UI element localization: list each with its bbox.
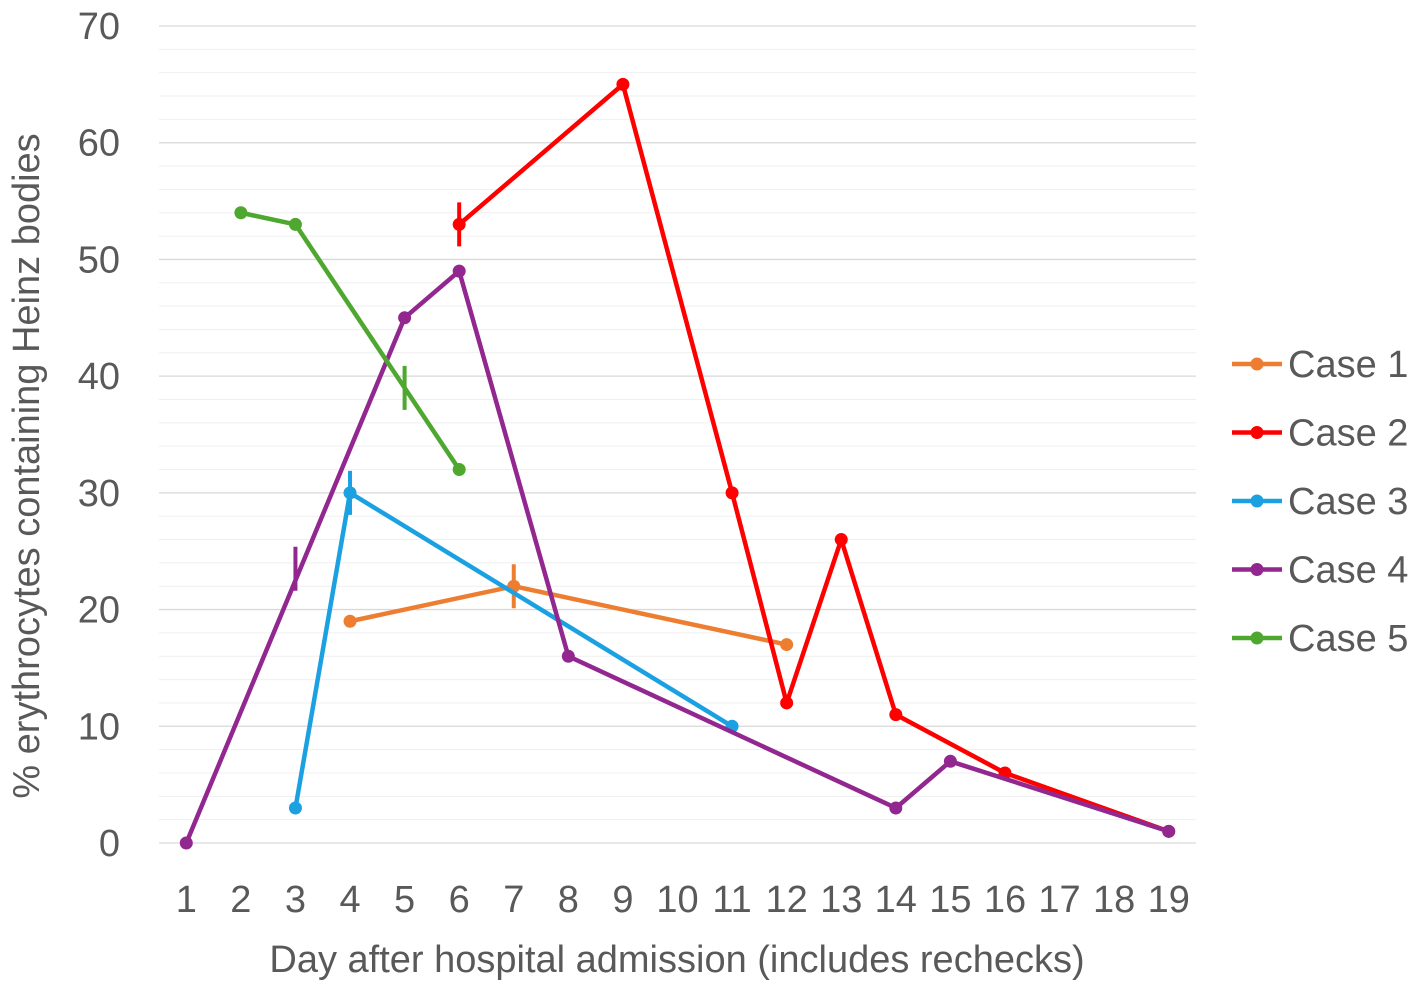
x-axis-tick-labels: 1 2 3 4 5 6 7 8 9 10 11 12 13 14 15 16 17 18 19 [176, 879, 1190, 921]
legend-entry: Case 2 [1232, 413, 1408, 455]
x-tick-label: 15 [929, 879, 971, 921]
series-1 [343, 564, 794, 652]
series-layer [179, 77, 1176, 850]
series-2 [452, 77, 1176, 838]
x-tick-label: 3 [285, 879, 306, 921]
x-tick-label: 1 [176, 879, 197, 921]
series-3 [288, 470, 739, 815]
x-tick-label: 7 [503, 879, 524, 921]
data-point [943, 754, 957, 768]
data-point [889, 708, 903, 722]
y-axis-title: % erythrocytes containing Heinz bodies [6, 133, 48, 798]
x-tick-label: 11 [712, 879, 751, 921]
series-4 [179, 264, 1176, 850]
y-tick-label: 40 [78, 356, 120, 398]
data-point [234, 206, 248, 220]
data-point [834, 533, 848, 547]
y-tick-label: 10 [78, 706, 120, 748]
major-gridlines [159, 25, 1196, 844]
y-tick-label: 60 [78, 123, 120, 165]
x-tick-label: 8 [558, 879, 579, 921]
y-tick-label: 50 [78, 239, 120, 281]
x-tick-label: 19 [1148, 879, 1190, 921]
series-line [456, 82, 1171, 834]
x-tick-label: 16 [984, 879, 1026, 921]
data-point [452, 264, 466, 278]
x-tick-label: 9 [612, 879, 633, 921]
series-line [238, 210, 462, 472]
legend-swatch-marker [1250, 631, 1264, 645]
series-line [347, 583, 789, 647]
x-tick-label: 6 [449, 879, 470, 921]
data-point [561, 649, 575, 663]
data-point [288, 217, 302, 231]
legend-entry: Case 4 [1232, 550, 1408, 592]
legend-swatch-marker [1250, 426, 1264, 439]
legend-entry: Case 1 [1232, 344, 1408, 386]
legend-swatch-marker [1250, 494, 1264, 508]
y-tick-label: 0 [99, 823, 120, 865]
x-tick-label: 14 [875, 879, 917, 921]
legend-label: Case 4 [1288, 550, 1408, 592]
x-tick-label: 10 [656, 879, 698, 921]
y-tick-label: 20 [78, 590, 120, 632]
x-tick-label: 4 [339, 879, 360, 921]
legend-label: Case 3 [1288, 481, 1408, 523]
data-point [780, 638, 794, 652]
y-tick-label: 70 [78, 6, 120, 48]
x-tick-label: 5 [394, 879, 415, 921]
data-point [452, 463, 466, 477]
series-5 [234, 206, 466, 477]
legend-label: Case 5 [1288, 618, 1408, 660]
series-line [293, 490, 735, 811]
minor-gridlines [159, 48, 1196, 821]
legend-swatch-marker [1250, 563, 1264, 576]
y-tick-label: 30 [78, 473, 120, 515]
data-point [343, 614, 357, 628]
x-tick-label: 17 [1038, 879, 1080, 921]
x-tick-label: 18 [1093, 879, 1135, 921]
x-tick-label: 13 [820, 879, 862, 921]
y-axis-tick-labels: 0 10 20 30 40 50 60 70 [78, 6, 120, 865]
x-axis-title: Day after hospital admission (includes r… [269, 939, 1084, 981]
legend-label: Case 2 [1288, 413, 1408, 455]
data-point [725, 486, 739, 500]
x-tick-label: 2 [230, 879, 251, 921]
legend-entry: Case 5 [1232, 618, 1408, 660]
data-point [179, 836, 193, 850]
data-point [288, 801, 302, 815]
data-point [398, 311, 412, 325]
x-tick-label: 12 [766, 879, 808, 921]
data-point [780, 696, 794, 710]
legend: Case 1 Case 2 Case 3 Case 4 Case 5 [1232, 344, 1408, 660]
legend-entry: Case 3 [1232, 481, 1408, 523]
series-line [184, 268, 1171, 846]
data-point [889, 801, 903, 815]
data-point [616, 77, 630, 91]
legend-label: Case 1 [1288, 344, 1408, 386]
data-point [1162, 824, 1176, 838]
legend-swatch-marker [1250, 357, 1264, 371]
